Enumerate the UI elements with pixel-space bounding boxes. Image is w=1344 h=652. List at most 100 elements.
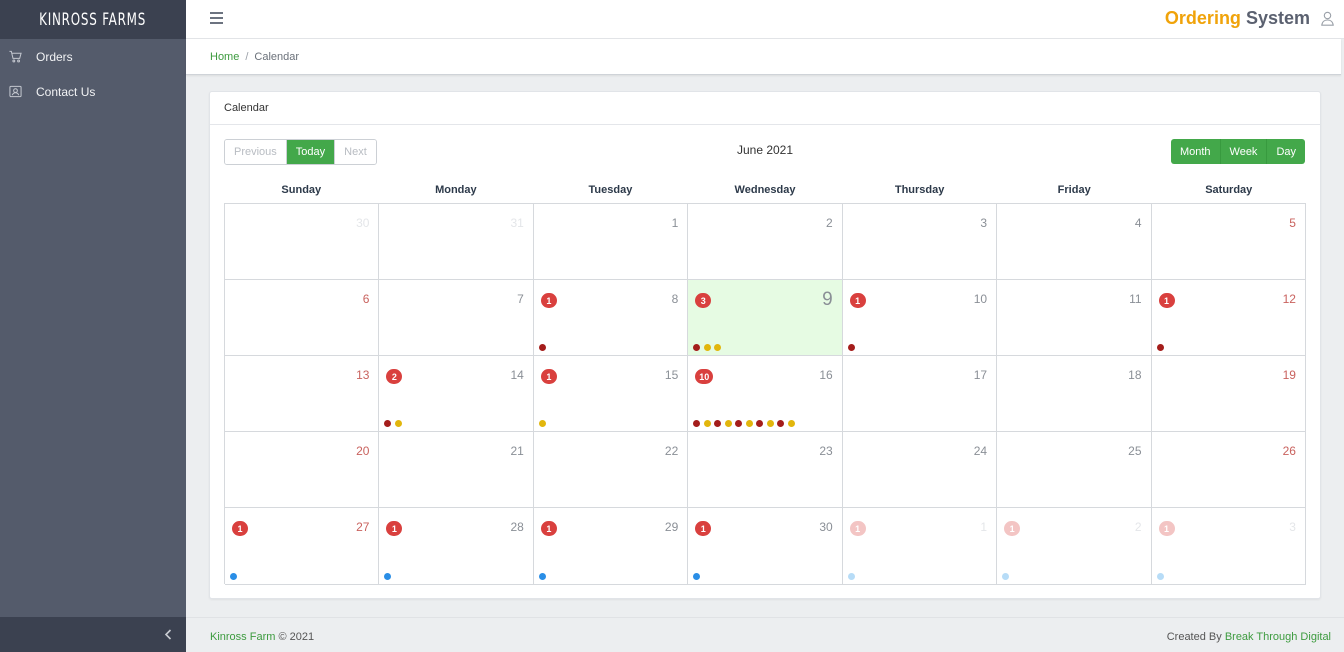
- calendar-day-cell[interactable]: 14 2: [379, 356, 534, 432]
- calendar-day-cell[interactable]: 22: [533, 432, 689, 508]
- calendar-day-cell[interactable]: 3: [842, 204, 998, 280]
- calendar-day-cell[interactable]: 24: [842, 432, 998, 508]
- event-dot[interactable]: [538, 420, 546, 427]
- calendar-day-cell[interactable]: 1: [533, 204, 689, 280]
- event-count-badge[interactable]: 1: [540, 369, 557, 384]
- sidebar-item-label: Contact Us: [36, 84, 96, 99]
- event-dots: [693, 344, 725, 351]
- calendar-day-cell[interactable]: 23: [688, 432, 843, 508]
- calendar-day-cell[interactable]: 13: [225, 356, 380, 432]
- event-count-badge[interactable]: 3: [695, 293, 712, 308]
- brand-name: KINROSS FARMS: [39, 9, 147, 30]
- calendar-day-cell[interactable]: 30: [225, 204, 380, 280]
- calendar-day-cell[interactable]: 30 1: [688, 508, 843, 585]
- event-count-badge[interactable]: 1: [849, 293, 866, 308]
- day-number: 9: [822, 289, 833, 310]
- sidebar-item-contact-us[interactable]: Contact Us: [0, 74, 186, 109]
- calendar-day-cell[interactable]: 17: [842, 356, 998, 432]
- calendar-day-cell[interactable]: 2: [688, 204, 843, 280]
- event-dot[interactable]: [538, 344, 546, 351]
- event-dot[interactable]: [756, 420, 764, 427]
- event-count-badge[interactable]: 1: [849, 521, 866, 536]
- event-dot[interactable]: [384, 573, 392, 580]
- event-dot[interactable]: [538, 573, 546, 580]
- event-count-badge[interactable]: 1: [540, 521, 557, 536]
- event-dot[interactable]: [777, 420, 785, 427]
- previous-button[interactable]: Previous: [225, 140, 286, 164]
- footer-brand-link[interactable]: Kinross Farm: [210, 631, 276, 643]
- calendar-day-cell[interactable]: 15 1: [533, 356, 689, 432]
- calendar-grid: 30 31 1 2 3 4 5 6 7 8 1 9 3 10 1 11 12 1 13 14 2 15 1 16 10 17 18 1…: [224, 203, 1306, 585]
- calendar-day-cell[interactable]: 29 1: [533, 508, 689, 585]
- calendar-day-cell[interactable]: 6: [225, 280, 380, 356]
- sidebar-item-orders[interactable]: Orders: [0, 39, 186, 74]
- calendar-day-cell[interactable]: 10 1: [842, 280, 998, 356]
- brand-logo[interactable]: KINROSS FARMS: [0, 0, 186, 39]
- event-dot[interactable]: [787, 420, 795, 427]
- event-count-badge[interactable]: 2: [386, 369, 403, 384]
- day-number: 24: [973, 444, 988, 458]
- event-count-badge[interactable]: 1: [695, 521, 712, 536]
- event-dot[interactable]: [703, 420, 711, 427]
- event-dot[interactable]: [394, 420, 402, 427]
- breadcrumb-separator: /: [245, 50, 249, 63]
- calendar-day-cell[interactable]: 19: [1151, 356, 1306, 432]
- calendar-day-cell[interactable]: 26: [1151, 432, 1306, 508]
- calendar-day-cell[interactable]: 5: [1151, 204, 1306, 280]
- calendar-day-cell[interactable]: 28 1: [379, 508, 534, 585]
- event-dot[interactable]: [714, 344, 722, 351]
- day-number: 20: [356, 444, 370, 458]
- event-dot[interactable]: [384, 420, 392, 427]
- event-count-badge[interactable]: 1: [540, 293, 557, 308]
- week-view-button[interactable]: Week: [1219, 139, 1267, 164]
- event-dot[interactable]: [724, 420, 732, 427]
- calendar-day-cell[interactable]: 31: [379, 204, 534, 280]
- menu-toggle-icon[interactable]: [210, 12, 223, 24]
- event-dot[interactable]: [230, 573, 237, 580]
- calendar-day-cell[interactable]: 21: [379, 432, 534, 508]
- today-button[interactable]: Today: [285, 140, 335, 164]
- month-view-button[interactable]: Month: [1170, 139, 1220, 164]
- event-dot[interactable]: [1002, 573, 1010, 580]
- event-count-badge[interactable]: 1: [1158, 293, 1175, 308]
- event-dot[interactable]: [714, 420, 722, 427]
- event-dot[interactable]: [847, 573, 855, 580]
- event-dot[interactable]: [1156, 344, 1164, 351]
- event-count-badge[interactable]: 10: [695, 369, 714, 384]
- calendar-day-cell[interactable]: 18: [997, 356, 1152, 432]
- event-dot[interactable]: [735, 420, 743, 427]
- calendar-day-cell[interactable]: 4: [997, 204, 1152, 280]
- event-dot[interactable]: [766, 420, 774, 427]
- footer-credit-link[interactable]: Break Through Digital: [1224, 631, 1331, 643]
- day-number: 14: [510, 368, 524, 382]
- calendar-day-cell[interactable]: 20: [225, 432, 380, 508]
- user-icon[interactable]: [1321, 11, 1334, 26]
- calendar-day-cell[interactable]: 16 10: [688, 356, 843, 432]
- event-count-badge[interactable]: 1: [386, 521, 403, 536]
- event-dot[interactable]: [693, 420, 701, 427]
- event-dot[interactable]: [693, 573, 701, 580]
- sidebar-collapse-button[interactable]: [0, 617, 186, 652]
- calendar-day-cell[interactable]: 25: [997, 432, 1152, 508]
- calendar-day-cell[interactable]: 7: [379, 280, 534, 356]
- event-count-badge[interactable]: 1: [232, 521, 248, 536]
- day-view-button[interactable]: Day: [1266, 139, 1305, 164]
- weekday-wednesday: Wednesday: [734, 184, 796, 196]
- calendar-day-cell[interactable]: 12 1: [1151, 280, 1306, 356]
- breadcrumb-home-link[interactable]: Home: [210, 50, 240, 63]
- calendar-day-cell[interactable]: 27 1: [225, 508, 380, 585]
- event-count-badge[interactable]: 1: [1004, 521, 1021, 536]
- event-dot[interactable]: [703, 344, 711, 351]
- event-count-badge[interactable]: 1: [1158, 521, 1175, 536]
- event-dot[interactable]: [1156, 573, 1164, 580]
- calendar-day-cell[interactable]: 11: [997, 280, 1152, 356]
- next-button[interactable]: Next: [334, 140, 376, 164]
- event-dot[interactable]: [745, 420, 753, 427]
- event-dot[interactable]: [847, 344, 855, 351]
- event-dot[interactable]: [693, 344, 701, 351]
